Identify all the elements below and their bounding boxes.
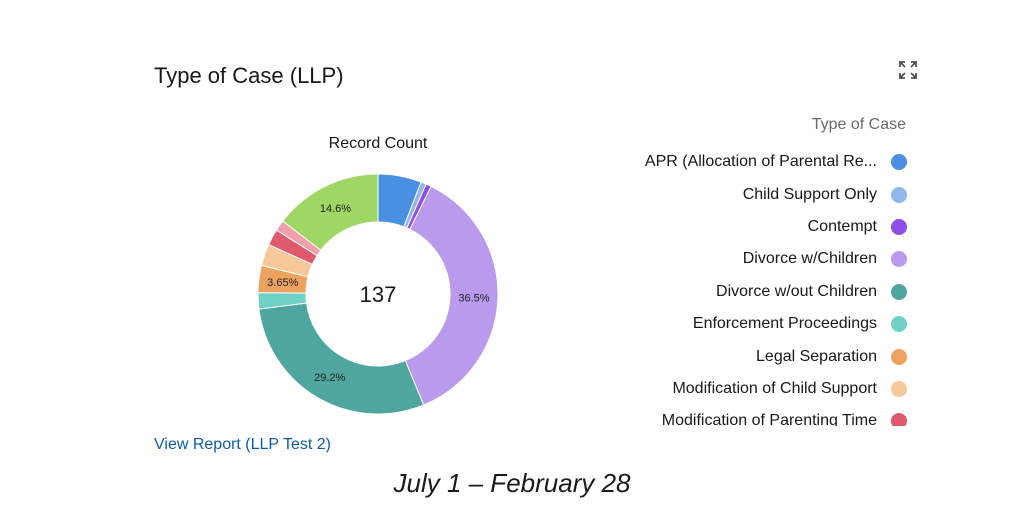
legend-item[interactable]: Contempt xyxy=(560,211,910,243)
legend-swatch xyxy=(891,218,907,235)
legend-item[interactable]: Modification of Child Support xyxy=(560,373,910,405)
donut-chart-panel: Record Count 36.5% 29.2% 3.65% 14.6% 137 xyxy=(248,130,508,430)
legend-swatch xyxy=(891,413,907,426)
legend-label: Divorce w/out Children xyxy=(716,282,877,300)
slice-data-label: 29.2% xyxy=(314,372,345,384)
legend-swatch xyxy=(891,283,907,300)
date-range-caption: July 1 – February 28 xyxy=(393,468,631,498)
donut-slice[interactable] xyxy=(258,302,425,415)
legend-label: APR (Allocation of Parental Re... xyxy=(644,153,877,171)
legend-item[interactable]: Legal Separation xyxy=(560,340,910,372)
legend-label: Modification of Child Support xyxy=(672,379,877,397)
donut-chart: 36.5% 29.2% 3.65% 14.6% 137 xyxy=(257,173,499,415)
legend-item[interactable]: Enforcement Proceedings xyxy=(560,308,910,340)
legend-item[interactable]: Child Support Only xyxy=(560,178,910,210)
expand-icon[interactable] xyxy=(898,60,918,80)
view-report-link[interactable]: View Report (LLP Test 2) xyxy=(154,436,331,453)
slice-data-label: 36.5% xyxy=(458,292,489,304)
legend-title: Type of Case xyxy=(811,116,906,133)
legend-swatch xyxy=(891,154,907,171)
chart-legend: APR (Allocation of Parental Re... Child S… xyxy=(560,146,910,426)
legend-label: Contempt xyxy=(807,217,877,235)
chart-subtitle: Record Count xyxy=(328,135,428,152)
legend-label: Child Support Only xyxy=(742,185,877,203)
donut-slice[interactable] xyxy=(404,185,499,406)
legend-label: Divorce w/Children xyxy=(742,250,877,268)
legend-swatch xyxy=(891,186,907,203)
donut-slice[interactable] xyxy=(282,173,379,251)
slice-data-label: 3.65% xyxy=(267,277,298,289)
legend-label: Modification of Parenting Time xyxy=(661,412,877,426)
donut-center-total: 137 xyxy=(360,282,397,307)
legend-label: Enforcement Proceedings xyxy=(692,315,877,333)
slice-data-label: 14.6% xyxy=(320,203,351,215)
widget-title: Type of Case (LLP) xyxy=(154,63,344,88)
legend-swatch xyxy=(891,348,907,365)
legend-label: Legal Separation xyxy=(756,347,877,365)
legend-item[interactable]: Divorce w/out Children xyxy=(560,276,910,308)
legend-item[interactable]: APR (Allocation of Parental Re... xyxy=(560,146,910,178)
legend-swatch xyxy=(891,380,907,397)
legend-swatch xyxy=(891,251,907,268)
legend-swatch xyxy=(891,316,907,333)
legend-item[interactable]: Modification of Parenting Time xyxy=(560,405,910,426)
legend-item[interactable]: Divorce w/Children xyxy=(560,243,910,275)
